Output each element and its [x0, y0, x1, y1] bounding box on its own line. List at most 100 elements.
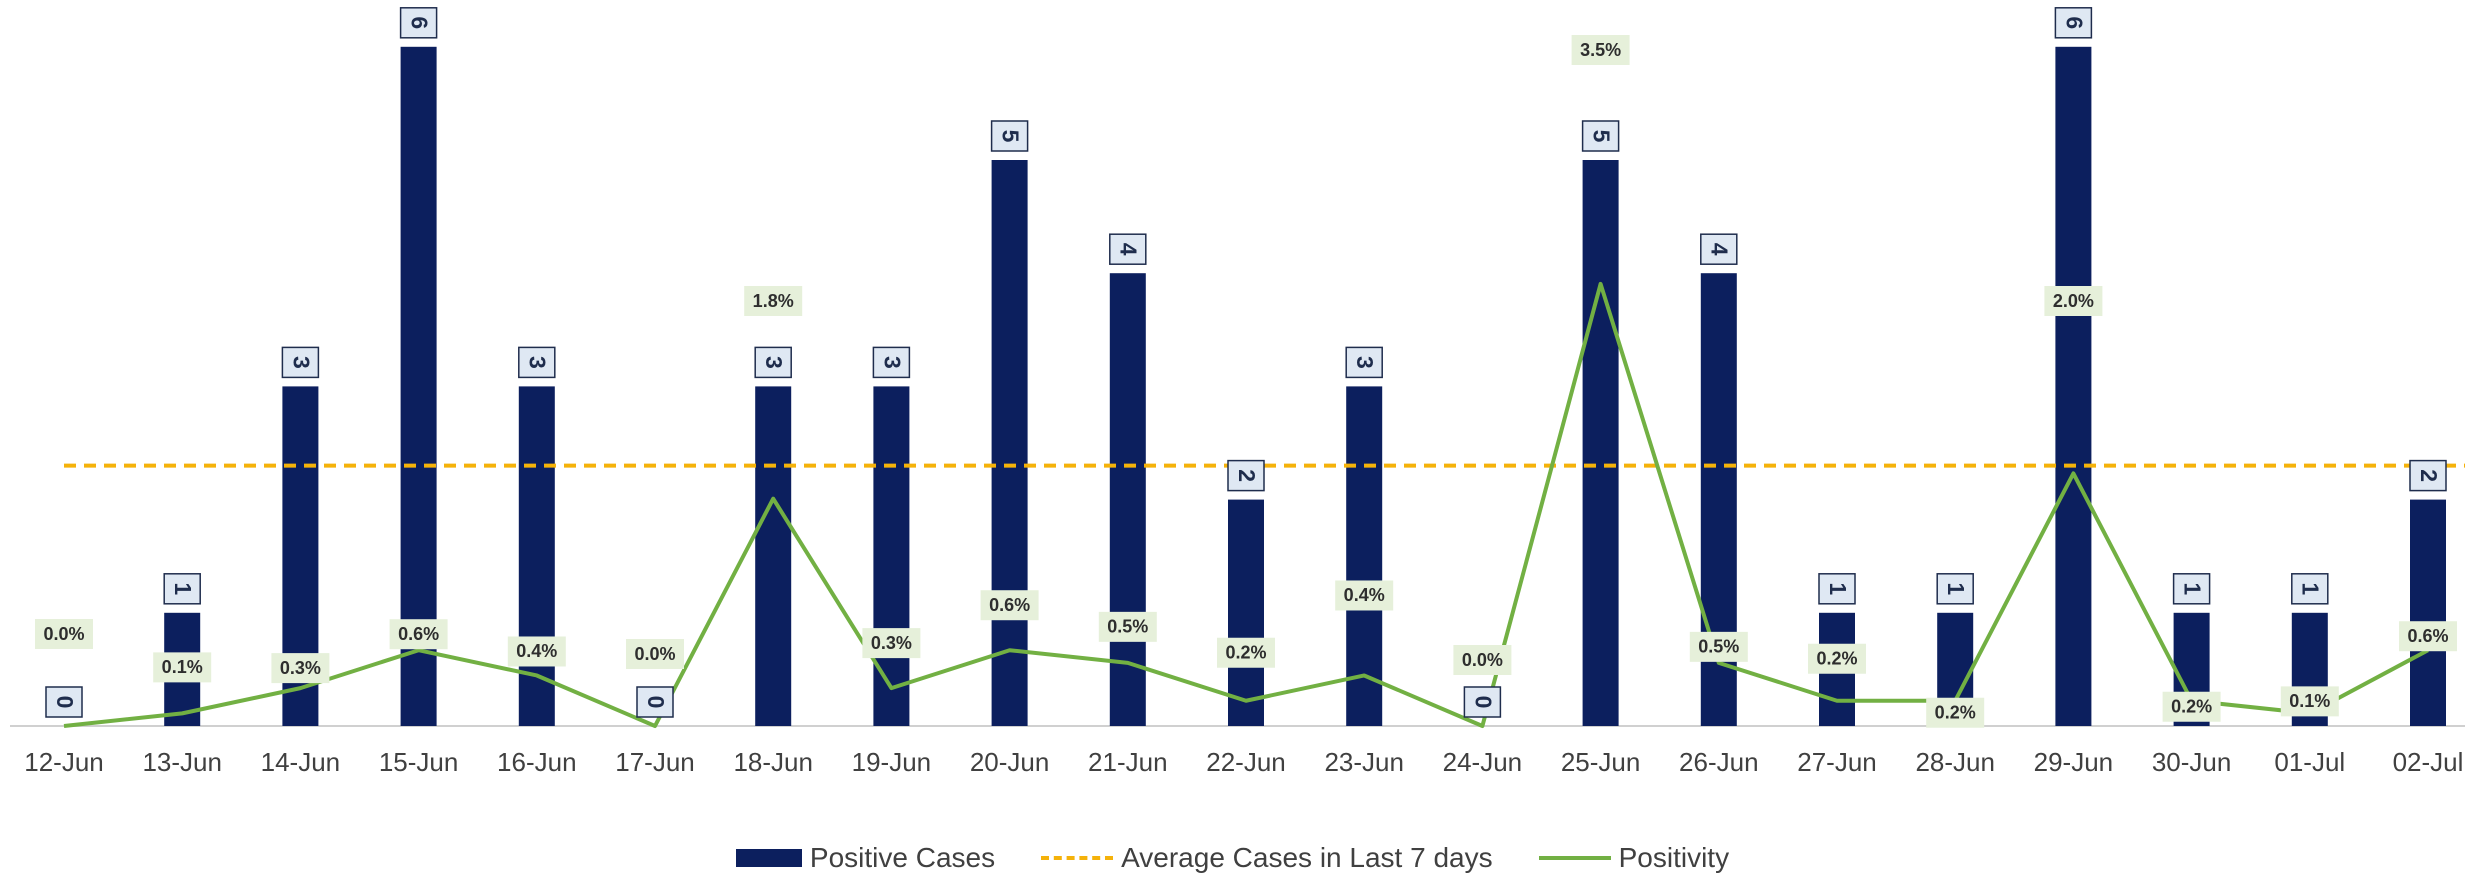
bar-value-label: 1 [2291, 573, 2329, 605]
positivity-label-text: 0.2% [1935, 702, 1976, 722]
x-tick-label: 01-Jul [2274, 747, 2345, 777]
bar-label-text: 3 [879, 356, 905, 369]
bar-label-text: 1 [170, 582, 196, 595]
x-tick-label: 25-Jun [1561, 747, 1641, 777]
bar [518, 386, 555, 726]
bar [1346, 386, 1383, 726]
positivity-label-text: 3.5% [1580, 40, 1621, 60]
bar-label-box [2409, 459, 2447, 492]
positivity-label-text: 0.2% [2171, 696, 2212, 716]
bar-label-box [990, 120, 1029, 152]
bar-value-label: 3 [1345, 346, 1383, 379]
positivity-label-text: 0.3% [871, 633, 912, 653]
bar-label-text: 0 [1470, 696, 1496, 709]
positivity-label-text: 0.5% [1107, 617, 1148, 637]
positivity-value-label: 0.2% [1808, 643, 1866, 674]
legend-label-positivity: Positivity [1618, 842, 1730, 873]
bar-label-box [1227, 459, 1265, 492]
bar-value-label: 6 [399, 7, 438, 39]
positivity-label-text: 0.0% [1462, 650, 1503, 670]
positivity-label-box [2280, 686, 2339, 717]
positivity-label-box [1808, 643, 1866, 674]
positivity-value-label: 0.2% [1217, 637, 1275, 668]
positivity-label-text: 0.3% [280, 658, 321, 678]
bar-value-label: 3 [281, 346, 320, 379]
legend-item-positivity: Positivity [1538, 842, 1730, 874]
legend-swatch-positive-cases [735, 849, 802, 867]
x-tick-label: 13-Jun [142, 747, 222, 777]
bar-label-text: 3 [761, 356, 787, 369]
positivity-label-box [389, 619, 448, 650]
positivity-label-box [626, 639, 684, 669]
positivity-line [63, 281, 2429, 728]
bar [1228, 499, 1264, 726]
legend-label-positive-cases: Positive Cases [809, 842, 996, 873]
x-tick-label: 27-Jun [1797, 747, 1877, 777]
bar [755, 386, 792, 726]
positivity-label-box [744, 286, 803, 316]
bar-value-label: 3 [872, 346, 911, 379]
bar-value-label: 1 [1936, 573, 1974, 605]
bar-label-text: 6 [407, 16, 433, 29]
legend-label-average-cases: Average Cases in Last 7 days [1121, 842, 1493, 873]
bar-value-label: 2 [2409, 459, 2447, 492]
x-tick-label: 24-Jun [1443, 747, 1523, 777]
bar-value-label: 5 [1581, 120, 1620, 152]
positivity-label-box [1217, 637, 1275, 668]
x-tick-label: 18-Jun [733, 747, 813, 777]
bar-label-box [2291, 573, 2329, 605]
bar-label-box [1463, 686, 1502, 718]
bar [873, 386, 910, 726]
bar-label-box [1109, 233, 1147, 265]
positivity-label-box [1571, 35, 1630, 65]
positivity-value-label: 2.0% [2044, 286, 2103, 316]
bar-label-text: 3 [1352, 356, 1378, 369]
positivity-value-label: 0.2% [1926, 697, 1985, 728]
positivity-label-box [2044, 286, 2103, 316]
bar [991, 160, 1028, 726]
bar [400, 46, 437, 727]
bar-label-box [399, 7, 438, 39]
x-tick-label: 02-Jul [2393, 747, 2464, 777]
bar-value-label: 4 [1700, 233, 1738, 265]
bar-label-box [1700, 233, 1738, 265]
bar-value-label: 1 [1818, 573, 1856, 605]
bar-label-box [518, 346, 556, 379]
positivity-value-label: 0.5% [1689, 631, 1748, 662]
x-tick-label: 20-Jun [970, 747, 1050, 777]
positivity-label-box [980, 590, 1039, 621]
bar-label-text: 3 [525, 356, 551, 369]
bar-label-box [281, 346, 320, 379]
bar-value-label: 0 [1463, 686, 1502, 718]
positivity-label-box [862, 628, 921, 659]
positivity-label-text: 0.2% [1225, 642, 1266, 662]
bar-label-text: 1 [2298, 582, 2324, 595]
positivity-label-box [1098, 611, 1157, 642]
bar-value-label: 0 [636, 686, 674, 718]
bar-label-box [754, 346, 792, 379]
bar-label-text: 5 [998, 130, 1024, 143]
x-tick-label: 19-Jun [852, 747, 932, 777]
positivity-value-label: 0.0% [35, 619, 93, 649]
legend-item-positive-cases: Positive Cases [735, 842, 996, 874]
bar-label-box [163, 573, 201, 605]
x-tick-label: 23-Jun [1324, 747, 1404, 777]
bar-value-label: 1 [163, 573, 201, 605]
positivity-label-text: 0.0% [634, 644, 675, 664]
positivity-label-text: 0.1% [162, 657, 203, 677]
bar-label-text: 6 [2061, 16, 2087, 29]
positivity-labels: 0.0% 0.1% 0.3% 0.6% 0.4% 0.0% 1.8% 0.3% 0.6% 0.5%… [35, 35, 2457, 728]
bar-value-label: 3 [518, 346, 556, 379]
x-tick-label: 30-Jun [2152, 747, 2232, 777]
positivity-value-label: 0.3% [271, 653, 330, 684]
positivity-value-label: 0.4% [1335, 580, 1394, 611]
x-tick-label: 17-Jun [615, 747, 695, 777]
bar-value-label: 6 [2054, 7, 2093, 39]
x-tick-label: 22-Jun [1206, 747, 1286, 777]
bar-label-box [872, 346, 911, 379]
positivity-value-label: 3.5% [1571, 35, 1630, 65]
positivity-label-box [1335, 580, 1394, 611]
positivity-label-box [1689, 631, 1748, 662]
positivity-value-label: 0.1% [2280, 686, 2339, 717]
legend-item-average-cases: Average Cases in Last 7 days [1041, 842, 1493, 874]
